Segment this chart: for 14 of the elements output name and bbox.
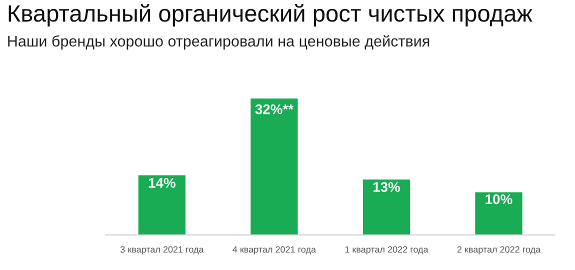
- chart-subtitle: Наши бренды хорошо отреагировали на ценовые действия: [8, 35, 430, 50]
- data-label: 14%: [148, 178, 176, 188]
- bar: [138, 175, 186, 235]
- x-tick-label: 3 квартал 2021 года: [120, 246, 204, 254]
- data-label: 13%: [373, 182, 400, 192]
- chart-title: Квартальный органический рост чистых продаж: [8, 4, 532, 26]
- x-tick-label: 4 квартал 2021 года: [232, 246, 316, 254]
- bar: [250, 98, 298, 235]
- data-label: 10%: [486, 194, 512, 204]
- bar: [475, 192, 522, 235]
- x-tick-label: 2 квартал 2022 года: [457, 246, 541, 254]
- bar: [362, 180, 410, 235]
- data-label: 32%**: [255, 104, 294, 114]
- x-tick-label: 1 квартал 2022 года: [345, 246, 428, 254]
